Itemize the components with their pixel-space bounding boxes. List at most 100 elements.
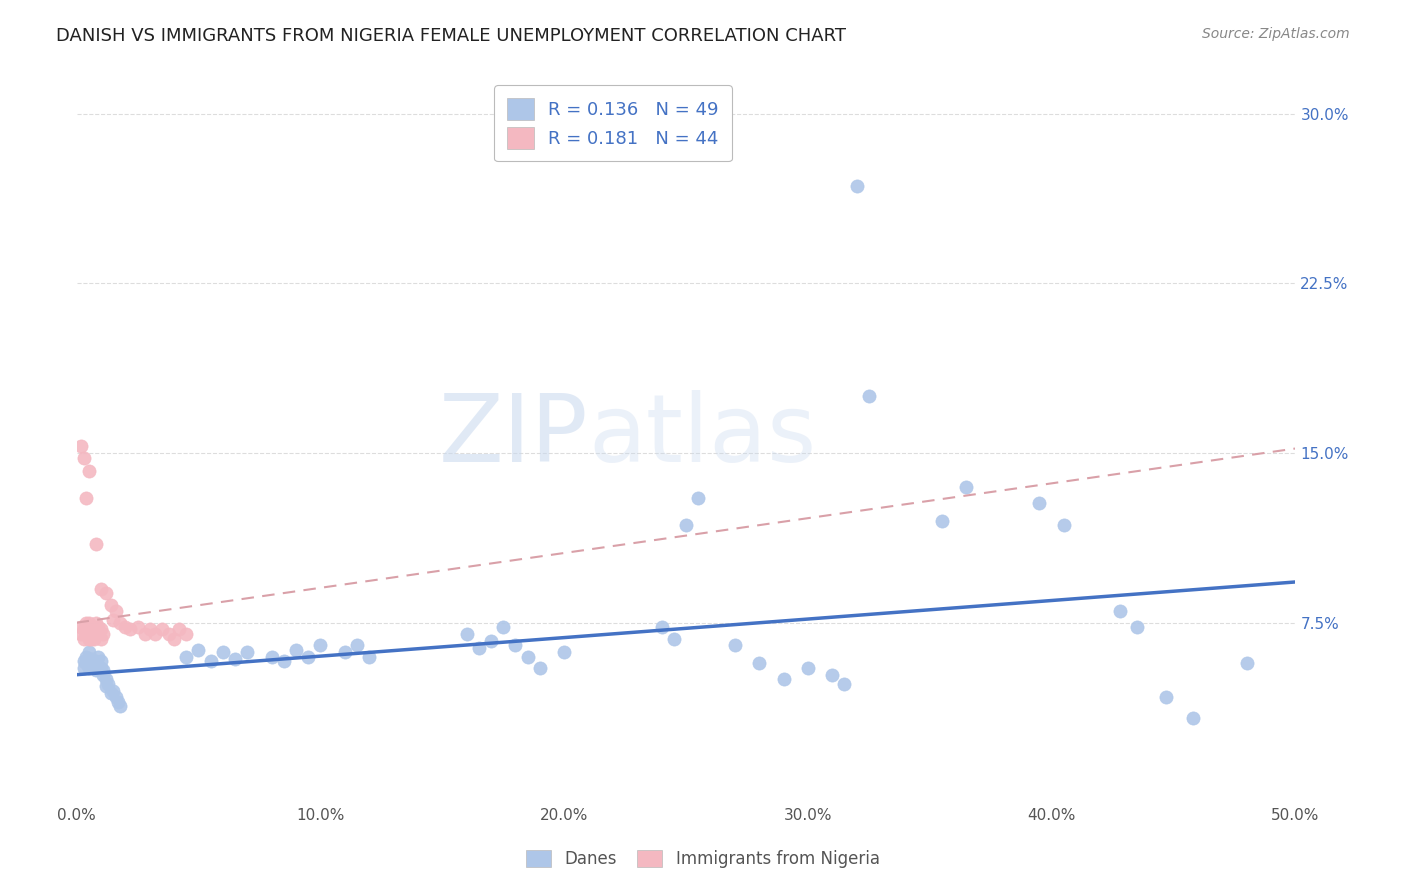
Legend: R = 0.136   N = 49, R = 0.181   N = 44: R = 0.136 N = 49, R = 0.181 N = 44 <box>495 85 731 161</box>
Point <box>75 491 97 506</box>
Point <box>90 632 112 646</box>
Point <box>333 645 356 659</box>
Point <box>83 623 105 637</box>
Point <box>346 638 368 652</box>
Point <box>94 586 117 600</box>
Point <box>688 491 710 506</box>
Point <box>100 598 122 612</box>
Point <box>87 627 110 641</box>
Point <box>931 514 953 528</box>
Point <box>80 652 103 666</box>
Point <box>84 536 107 550</box>
Point <box>97 677 120 691</box>
Point <box>93 663 115 677</box>
Point <box>359 649 381 664</box>
Point <box>90 582 112 596</box>
Point <box>73 450 96 465</box>
Point <box>138 623 160 637</box>
Point <box>127 620 149 634</box>
Point <box>134 627 156 641</box>
Point <box>84 654 107 668</box>
Point <box>651 620 673 634</box>
Point <box>75 627 97 641</box>
Point <box>1028 496 1050 510</box>
Point <box>1236 657 1258 671</box>
Point <box>1126 620 1149 634</box>
Point <box>93 667 115 681</box>
Point <box>1154 690 1177 705</box>
Point <box>83 657 105 671</box>
Legend: Danes, Immigrants from Nigeria: Danes, Immigrants from Nigeria <box>520 843 886 875</box>
Point <box>73 661 96 675</box>
Point <box>120 623 142 637</box>
Text: Source: ZipAtlas.com: Source: ZipAtlas.com <box>1202 27 1350 41</box>
Point <box>174 649 197 664</box>
Point <box>107 695 129 709</box>
Point <box>114 620 136 634</box>
Point <box>724 638 747 652</box>
Point <box>516 649 538 664</box>
Point <box>94 679 117 693</box>
Point <box>297 649 319 664</box>
Point <box>84 615 107 630</box>
Point <box>90 661 112 675</box>
Point <box>84 623 107 637</box>
Point <box>150 623 173 637</box>
Point <box>273 654 295 668</box>
Point <box>84 663 107 677</box>
Point <box>224 652 246 666</box>
Point <box>73 632 96 646</box>
Point <box>70 627 93 641</box>
Point <box>834 677 856 691</box>
Text: ZIP: ZIP <box>439 390 589 482</box>
Point <box>309 638 332 652</box>
Point <box>211 645 233 659</box>
Point <box>456 627 478 641</box>
Point <box>80 632 103 646</box>
Point <box>87 620 110 634</box>
Point <box>529 661 551 675</box>
Point <box>87 649 110 664</box>
Point <box>80 620 103 634</box>
Point <box>284 642 307 657</box>
Point <box>772 672 794 686</box>
Point <box>163 632 186 646</box>
Point <box>236 645 259 659</box>
Point <box>75 620 97 634</box>
Point <box>90 623 112 637</box>
Point <box>797 661 820 675</box>
Point <box>90 654 112 668</box>
Point <box>187 642 209 657</box>
Point <box>104 604 127 618</box>
Point <box>77 615 100 630</box>
Point <box>492 620 515 634</box>
Point <box>101 683 124 698</box>
Text: DANISH VS IMMIGRANTS FROM NIGERIA FEMALE UNEMPLOYMENT CORRELATION CHART: DANISH VS IMMIGRANTS FROM NIGERIA FEMALE… <box>56 27 846 45</box>
Point <box>553 645 575 659</box>
Point <box>858 389 880 403</box>
Point <box>93 627 115 641</box>
Point <box>675 518 697 533</box>
Point <box>77 645 100 659</box>
Point <box>845 179 868 194</box>
Point <box>1053 518 1076 533</box>
Point <box>104 690 127 705</box>
Point <box>260 649 283 664</box>
Point <box>87 658 110 673</box>
Point <box>468 640 491 655</box>
Point <box>94 672 117 686</box>
Point <box>70 439 93 453</box>
Point <box>75 615 97 630</box>
Point <box>662 632 685 646</box>
Point <box>77 661 100 675</box>
Point <box>70 620 93 634</box>
Point <box>77 632 100 646</box>
Point <box>80 658 103 673</box>
Point <box>955 480 977 494</box>
Point <box>77 654 100 668</box>
Point <box>1109 604 1132 618</box>
Point <box>100 686 122 700</box>
Point <box>1182 711 1205 725</box>
Point <box>167 623 190 637</box>
Point <box>157 627 180 641</box>
